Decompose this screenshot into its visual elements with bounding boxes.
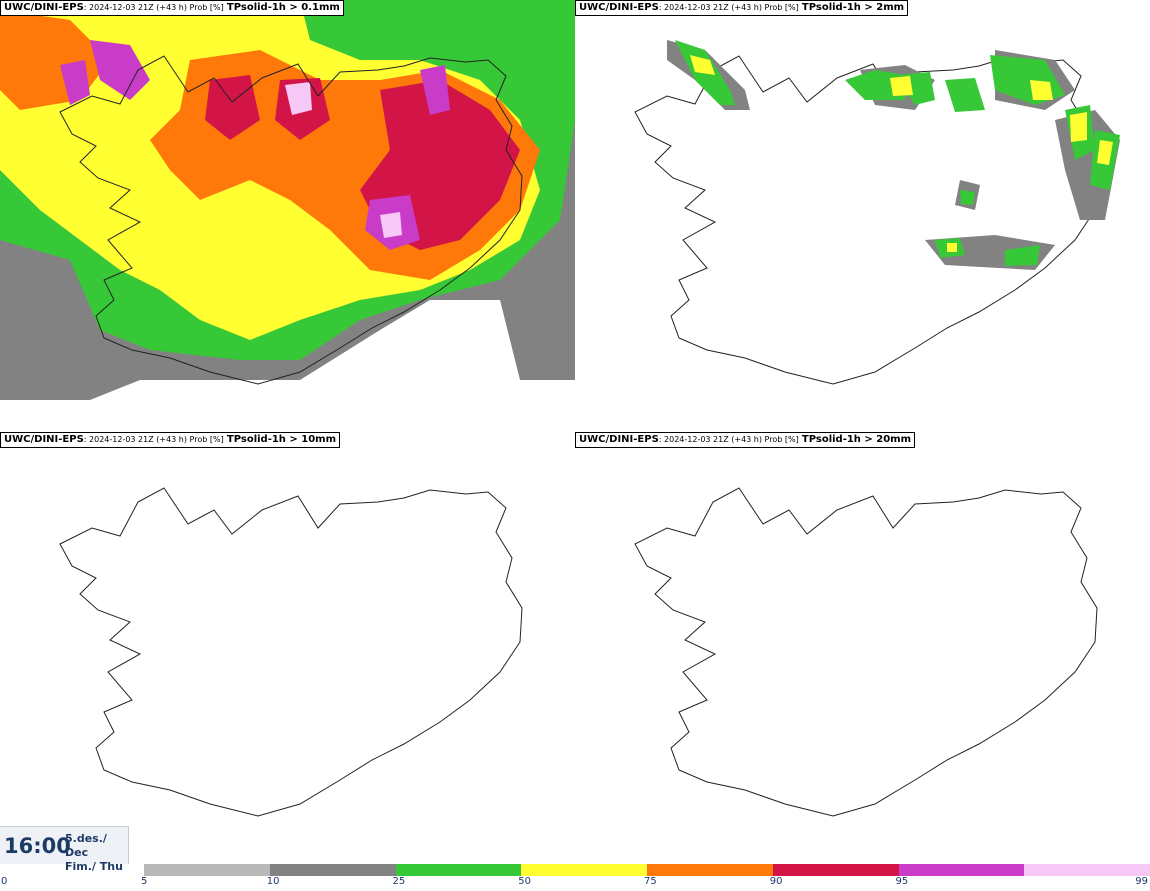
run-meta: : 2024-12-03 21Z (+43 h) Prob [%] [83,435,224,444]
valid-date-line2: Fim./ Thu [65,860,123,873]
panel-header: UWC/DINI-EPS: 2024-12-03 21Z (+43 h) Pro… [0,0,344,16]
legend-tick-label: 75 [644,876,657,887]
map-panel-20mm: UWC/DINI-EPS: 2024-12-03 21Z (+43 h) Pro… [575,432,1150,864]
legend-swatch [144,864,270,876]
legend-swatch [269,864,396,876]
map-panel-2mm: UWC/DINI-EPS: 2024-12-03 21Z (+43 h) Pro… [575,0,1150,432]
legend-swatch [1024,864,1150,876]
run-meta: : 2024-12-03 21Z (+43 h) Prob [%] [658,435,799,444]
field-name: TPsolid-1h > 0.1mm [226,2,340,13]
model-name: UWC/DINI-EPS [4,2,84,13]
model-name: UWC/DINI-EPS [4,434,84,445]
valid-time-box: 16:00 5.des./ Dec Fim./ Thu [0,826,129,873]
panel-header: UWC/DINI-EPS: 2024-12-03 21Z (+43 h) Pro… [575,432,916,448]
legend-tick-label: 0 [1,876,8,887]
legend-tick-label: 5 [141,876,148,887]
panel-header: UWC/DINI-EPS: 2024-12-03 21Z (+43 h) Pro… [575,0,909,16]
model-name: UWC/DINI-EPS [579,2,659,13]
map-panel-10mm: UWC/DINI-EPS: 2024-12-03 21Z (+43 h) Pro… [0,432,575,864]
field-name: TPsolid-1h > 20mm [801,434,912,445]
legend-swatch [395,864,522,876]
run-meta: : 2024-12-03 21Z (+43 h) Prob [%] [83,3,224,12]
map-panel-0.1mm: UWC/DINI-EPS: 2024-12-03 21Z (+43 h) Pro… [0,0,575,432]
valid-date: 5.des./ Dec Fim./ Thu [65,832,128,874]
color-legend-labels: 0 5 10 25 50 75 90 95 99 [0,876,1150,890]
legend-swatch [647,864,773,876]
legend-tick-label: 25 [392,876,406,887]
legend-swatch [898,864,1025,876]
valid-date-line1: 5.des./ Dec [65,832,107,859]
valid-time: 16:00 [4,834,71,858]
field-name: TPsolid-1h > 10mm [226,434,337,445]
panel-header: UWC/DINI-EPS: 2024-12-03 21Z (+43 h) Pro… [0,432,341,448]
legend-tick-label: 10 [266,876,280,887]
legend-tick-label: 50 [518,876,531,887]
field-name: TPsolid-1h > 2mm [801,2,905,13]
legend-tick-label: 95 [895,876,909,887]
legend-tick-label: 90 [769,876,783,887]
run-meta: : 2024-12-03 21Z (+43 h) Prob [%] [658,3,799,12]
legend-swatch [521,864,647,876]
legend-swatch [772,864,899,876]
model-name: UWC/DINI-EPS [579,434,659,445]
color-legend-bar [144,864,1150,876]
legend-tick-label: 99 [1135,876,1148,887]
